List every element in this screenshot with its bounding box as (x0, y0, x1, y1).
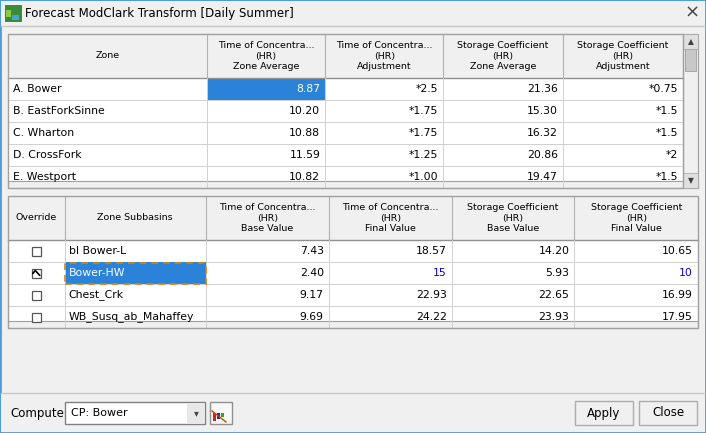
Bar (207, 78, 325, 100)
Text: 23.93: 23.93 (539, 312, 570, 322)
Bar (32, 268, 41, 278)
Text: *1.75: *1.75 (409, 128, 438, 138)
Text: *1.5: *1.5 (655, 106, 678, 116)
Bar (210, 402, 232, 424)
Text: ▾: ▾ (193, 408, 198, 418)
Text: 8.87: 8.87 (297, 84, 321, 94)
Bar (221, 413, 224, 417)
Bar (1, 393, 705, 432)
Bar (685, 49, 696, 71)
Bar (8, 196, 698, 328)
Text: *1.5: *1.5 (655, 128, 678, 138)
Text: Time of Concentra...
(HR)
Zone Average: Time of Concentra... (HR) Zone Average (218, 41, 314, 71)
Text: Time of Concentra...
(HR)
Final Value: Time of Concentra... (HR) Final Value (342, 203, 438, 233)
Text: *1.25: *1.25 (409, 150, 438, 160)
Bar (5, 5, 21, 21)
Bar (8, 196, 698, 240)
Text: 11.59: 11.59 (289, 150, 321, 160)
Bar (8, 34, 683, 188)
Text: B. EastForkSinne: B. EastForkSinne (13, 106, 104, 116)
Text: 21.36: 21.36 (527, 84, 558, 94)
Text: Compute:: Compute: (10, 407, 68, 420)
Text: *1.00: *1.00 (409, 172, 438, 182)
Text: Apply: Apply (587, 407, 621, 420)
Text: ▼: ▼ (688, 176, 693, 185)
Text: 20.86: 20.86 (527, 150, 558, 160)
Text: 24.22: 24.22 (416, 312, 447, 322)
Text: Close: Close (652, 407, 684, 420)
Text: Storage Coefficient
(HR)
Base Value: Storage Coefficient (HR) Base Value (467, 203, 558, 233)
Text: *2.5: *2.5 (416, 84, 438, 94)
Text: A. Bower: A. Bower (13, 84, 61, 94)
Bar (683, 34, 698, 188)
Text: Zone Subbasins: Zone Subbasins (97, 213, 173, 223)
Text: D. CrossFork: D. CrossFork (13, 150, 82, 160)
Text: 15: 15 (433, 268, 447, 278)
Text: bl Bower-L: bl Bower-L (68, 246, 126, 256)
Bar (32, 313, 41, 321)
Text: *1.75: *1.75 (409, 106, 438, 116)
Text: 10.65: 10.65 (662, 246, 693, 256)
Text: Storage Coefficient
(HR)
Zone Average: Storage Coefficient (HR) Zone Average (457, 41, 549, 71)
Text: 9.17: 9.17 (300, 290, 324, 300)
Text: Time of Concentra...
(HR)
Adjustment: Time of Concentra... (HR) Adjustment (336, 41, 433, 71)
Text: 15.30: 15.30 (527, 106, 558, 116)
Bar (639, 401, 697, 425)
Text: 18.57: 18.57 (416, 246, 447, 256)
Bar (8, 196, 698, 328)
Text: 16.99: 16.99 (662, 290, 693, 300)
Bar (1, 1, 705, 26)
Bar (32, 291, 41, 300)
Text: E. Westport: E. Westport (13, 172, 76, 182)
Text: Zone: Zone (95, 52, 119, 61)
Bar (217, 413, 220, 419)
Bar (8, 321, 698, 328)
Text: *2: *2 (666, 150, 678, 160)
Bar (575, 401, 633, 425)
Text: 19.47: 19.47 (527, 172, 558, 182)
Text: 10: 10 (679, 268, 693, 278)
Text: C. Wharton: C. Wharton (13, 128, 74, 138)
Text: Override: Override (16, 213, 57, 223)
Text: Forecast ModClark Transform [Daily Summer]: Forecast ModClark Transform [Daily Summe… (25, 6, 294, 19)
Text: *0.75: *0.75 (649, 84, 678, 94)
Text: 5.93: 5.93 (546, 268, 570, 278)
Bar (32, 246, 41, 255)
Text: 10.88: 10.88 (289, 128, 321, 138)
Bar (65, 402, 205, 424)
Bar (683, 173, 698, 188)
Bar (8, 34, 683, 188)
Bar (683, 34, 698, 49)
Bar (65, 262, 205, 284)
Text: Chest_Crk: Chest_Crk (68, 290, 124, 301)
Text: 22.65: 22.65 (539, 290, 570, 300)
Text: Storage Coefficient
(HR)
Final Value: Storage Coefficient (HR) Final Value (590, 203, 682, 233)
Text: 2.40: 2.40 (300, 268, 324, 278)
Text: 22.93: 22.93 (416, 290, 447, 300)
Bar (64, 262, 206, 284)
Text: ×: × (684, 4, 700, 22)
Text: Storage Coefficient
(HR)
Adjustment: Storage Coefficient (HR) Adjustment (578, 41, 669, 71)
Bar (213, 413, 216, 421)
Text: 16.32: 16.32 (527, 128, 558, 138)
Text: 7.43: 7.43 (300, 246, 324, 256)
Text: CP: Bower: CP: Bower (71, 408, 128, 418)
Text: WB_Susq_ab_Mahaffey: WB_Susq_ab_Mahaffey (68, 312, 194, 323)
Bar (6, 10, 11, 17)
Text: Bower-HW: Bower-HW (68, 268, 125, 278)
Text: 9.69: 9.69 (300, 312, 324, 322)
Text: 10.82: 10.82 (289, 172, 321, 182)
Text: 14.20: 14.20 (539, 246, 570, 256)
Bar (187, 403, 204, 423)
Text: 17.95: 17.95 (662, 312, 693, 322)
Bar (12, 15, 19, 20)
Bar (8, 181, 698, 188)
Text: ▲: ▲ (688, 37, 693, 46)
Text: 10.20: 10.20 (289, 106, 321, 116)
Bar (8, 34, 683, 78)
Text: Time of Concentra...
(HR)
Base Value: Time of Concentra... (HR) Base Value (219, 203, 316, 233)
Text: *1.5: *1.5 (655, 172, 678, 182)
